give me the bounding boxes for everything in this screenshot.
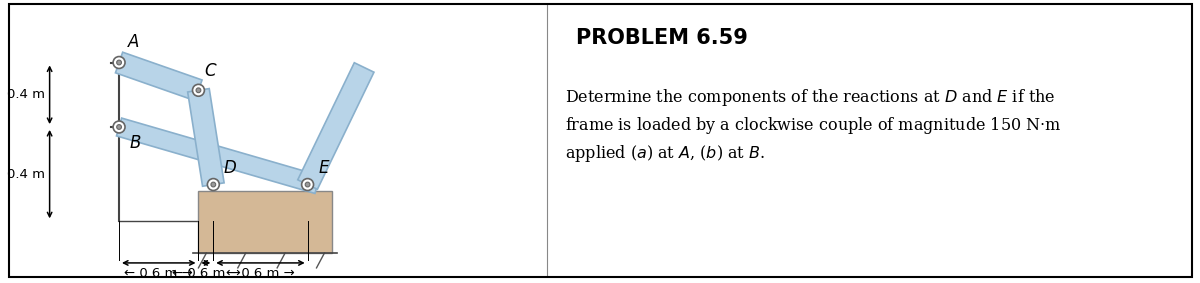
Polygon shape xyxy=(298,63,374,189)
Bar xyxy=(198,192,332,253)
Circle shape xyxy=(113,121,125,133)
Text: $C$: $C$ xyxy=(204,63,218,80)
Text: ← 0.6 m →: ← 0.6 m → xyxy=(226,267,295,280)
Polygon shape xyxy=(116,118,320,194)
Text: 0.4 m: 0.4 m xyxy=(7,88,44,101)
Text: $E$: $E$ xyxy=(318,160,330,177)
Circle shape xyxy=(196,88,200,93)
Circle shape xyxy=(305,182,310,187)
Text: $B$: $B$ xyxy=(128,135,142,152)
Text: PROBLEM 6.59: PROBLEM 6.59 xyxy=(576,28,749,48)
Text: 0.4 m: 0.4 m xyxy=(7,168,44,181)
Polygon shape xyxy=(187,89,224,186)
Circle shape xyxy=(116,125,121,129)
Circle shape xyxy=(301,179,313,190)
Text: $D$: $D$ xyxy=(223,160,238,177)
Text: frame is loaded by a clockwise couple of magnitude 150 N$\cdot$m: frame is loaded by a clockwise couple of… xyxy=(564,115,1061,136)
Text: Determine the components of the reactions at $D$ and $E$ if the: Determine the components of the reaction… xyxy=(564,87,1055,108)
Text: ← 0.6 m →: ← 0.6 m → xyxy=(125,267,193,280)
Text: $A$: $A$ xyxy=(127,34,140,51)
Text: applied ($a$) at $A$, ($b$) at $B$.: applied ($a$) at $A$, ($b$) at $B$. xyxy=(564,143,764,164)
Circle shape xyxy=(208,179,220,190)
Circle shape xyxy=(192,84,204,96)
Circle shape xyxy=(211,182,216,187)
Circle shape xyxy=(116,60,121,65)
Polygon shape xyxy=(115,52,202,100)
Circle shape xyxy=(113,57,125,68)
Text: ← 0.6 m →: ← 0.6 m → xyxy=(172,267,240,280)
